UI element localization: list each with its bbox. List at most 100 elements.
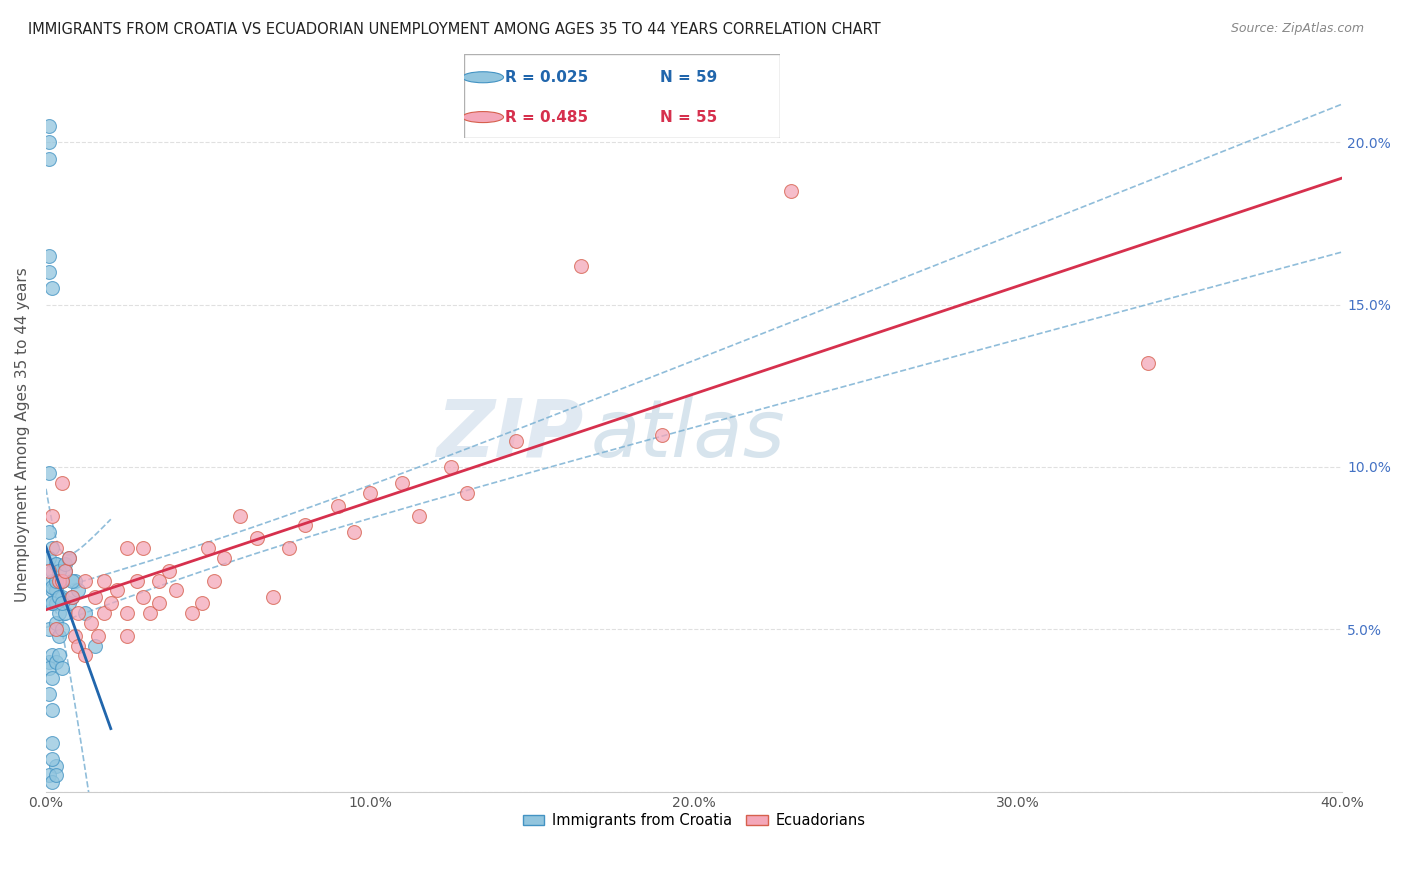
- Text: R = 0.025: R = 0.025: [505, 70, 588, 85]
- Point: [105, 583, 128, 598]
- Point: [83, 590, 105, 604]
- Point: [73, 606, 96, 620]
- Point: [41, 671, 63, 685]
- Y-axis label: Unemployment Among Ages 35 to 44 years: Unemployment Among Ages 35 to 44 years: [15, 267, 30, 602]
- Point: [651, 427, 673, 442]
- Text: atlas: atlas: [591, 395, 785, 474]
- Point: [115, 629, 138, 643]
- Point: [41, 736, 63, 750]
- Point: [212, 550, 235, 565]
- Point: [41, 648, 63, 663]
- Point: [115, 541, 138, 556]
- Point: [45, 558, 67, 572]
- Point: [41, 508, 63, 523]
- Point: [38, 550, 60, 565]
- Point: [48, 606, 70, 620]
- Legend: Immigrants from Croatia, Ecuadorians: Immigrants from Croatia, Ecuadorians: [517, 807, 872, 834]
- Point: [440, 460, 463, 475]
- Point: [45, 574, 67, 588]
- Point: [48, 629, 70, 643]
- Point: [132, 541, 155, 556]
- Point: [157, 564, 180, 578]
- Point: [58, 550, 80, 565]
- Point: [87, 629, 110, 643]
- Point: [41, 703, 63, 717]
- Point: [148, 596, 170, 610]
- Point: [45, 541, 67, 556]
- Point: [190, 596, 212, 610]
- Point: [41, 541, 63, 556]
- Point: [780, 184, 803, 198]
- Point: [48, 648, 70, 663]
- Point: [45, 558, 67, 572]
- Point: [115, 606, 138, 620]
- Point: [51, 661, 73, 675]
- Point: [38, 265, 60, 279]
- Point: [83, 639, 105, 653]
- Point: [1136, 356, 1159, 370]
- Point: [38, 136, 60, 150]
- Point: [41, 775, 63, 789]
- Point: [51, 596, 73, 610]
- Point: [51, 476, 73, 491]
- Point: [80, 615, 103, 630]
- Point: [55, 606, 77, 620]
- Point: [51, 622, 73, 636]
- Point: [38, 467, 60, 481]
- Point: [67, 606, 90, 620]
- Point: [38, 249, 60, 263]
- Point: [41, 583, 63, 598]
- Point: [93, 606, 115, 620]
- Point: [38, 564, 60, 578]
- Point: [93, 574, 115, 588]
- Point: [38, 661, 60, 675]
- Point: [38, 524, 60, 539]
- Point: [45, 615, 67, 630]
- Point: [229, 508, 252, 523]
- Point: [359, 486, 381, 500]
- Point: [294, 518, 316, 533]
- Point: [67, 639, 90, 653]
- Point: [45, 758, 67, 772]
- Point: [48, 564, 70, 578]
- Text: Source: ZipAtlas.com: Source: ZipAtlas.com: [1230, 22, 1364, 36]
- Point: [569, 259, 592, 273]
- Point: [326, 499, 349, 513]
- Point: [41, 574, 63, 588]
- Point: [51, 574, 73, 588]
- Point: [391, 476, 413, 491]
- Point: [48, 590, 70, 604]
- Text: N = 55: N = 55: [661, 110, 717, 125]
- Point: [408, 508, 430, 523]
- Point: [48, 574, 70, 588]
- Point: [197, 541, 219, 556]
- Point: [73, 648, 96, 663]
- Point: [262, 590, 284, 604]
- Text: R = 0.485: R = 0.485: [505, 110, 588, 125]
- Text: N = 59: N = 59: [661, 70, 717, 85]
- Point: [51, 590, 73, 604]
- Point: [246, 532, 269, 546]
- Point: [41, 580, 63, 594]
- Point: [55, 564, 77, 578]
- Point: [58, 550, 80, 565]
- Point: [51, 574, 73, 588]
- Point: [41, 596, 63, 610]
- Point: [60, 590, 83, 604]
- Point: [38, 622, 60, 636]
- Point: [41, 564, 63, 578]
- Circle shape: [463, 71, 503, 83]
- Point: [278, 541, 301, 556]
- Point: [138, 606, 160, 620]
- Point: [100, 596, 122, 610]
- Point: [180, 606, 202, 620]
- Point: [45, 655, 67, 669]
- Point: [45, 768, 67, 782]
- Point: [58, 596, 80, 610]
- Point: [55, 564, 77, 578]
- Point: [456, 486, 478, 500]
- Point: [63, 629, 86, 643]
- Point: [505, 434, 527, 448]
- Point: [41, 281, 63, 295]
- Point: [38, 687, 60, 701]
